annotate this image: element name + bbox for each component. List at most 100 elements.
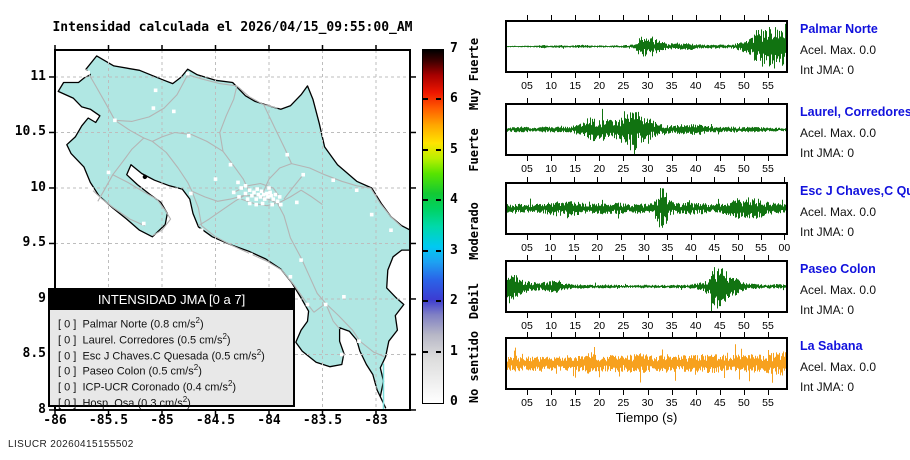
seismogram-tick <box>667 177 669 182</box>
seismogram-tick-label: 00 <box>778 242 791 254</box>
seismogram-tick <box>671 390 673 395</box>
seismogram-tick-label: 55 <box>762 163 774 175</box>
seismogram-tick <box>551 156 553 161</box>
station-accel-max: Acel. Max. 0.0 <box>800 205 877 219</box>
road-line <box>114 74 189 122</box>
seismogram-tick <box>623 98 625 103</box>
map-ytick-label: 9 <box>38 290 46 306</box>
seismogram-tick <box>671 15 673 20</box>
waveform-trace <box>507 267 786 311</box>
seismogram-tick <box>671 332 673 337</box>
station-dot <box>106 170 111 175</box>
station-int-jma: Int JMA: 0 <box>800 225 855 239</box>
colorbar-category-label: No sentido <box>467 330 481 403</box>
seismogram-tick-label: 55 <box>762 80 774 92</box>
road-line <box>370 187 403 228</box>
seismogram-box <box>505 103 788 156</box>
seismogram-tick <box>527 235 528 240</box>
station-dot <box>266 195 270 199</box>
seismogram-tick-label: 15 <box>567 242 580 254</box>
station-dot <box>277 195 282 199</box>
seismogram-tick <box>575 73 577 78</box>
station-name: Palmar Norte <box>800 22 878 36</box>
seismogram-tick <box>620 235 622 240</box>
station-dot <box>243 191 248 196</box>
seismogram-tick-label: 05 <box>521 320 533 332</box>
seismogram-tick <box>599 313 601 318</box>
seismogram-tick <box>527 177 528 182</box>
seismogram-tick <box>695 15 697 20</box>
seismogram-tick <box>551 255 553 260</box>
station-dot <box>301 172 305 177</box>
road-line <box>112 174 166 211</box>
colorbar-category-label: Fuerte <box>467 128 481 172</box>
station-dot <box>189 191 193 196</box>
seismogram-tick-label: 30 <box>638 242 650 254</box>
road-line <box>152 131 224 152</box>
colorbar-category-label: Muy Fuerte <box>467 38 481 111</box>
seismogram-tick <box>551 390 553 395</box>
seismogram-tick <box>695 73 697 78</box>
station-accel-max: Acel. Max. 0.0 <box>800 283 877 297</box>
seismogram-tick-label: 05 <box>521 80 533 92</box>
seismogram-tick-label: 15 <box>569 320 582 332</box>
seismogram-tick-label: 55 <box>755 242 767 254</box>
seismogram-tick <box>623 156 625 161</box>
seismogram-tick <box>647 15 649 20</box>
station-accel-max: Acel. Max. 0.0 <box>800 360 877 374</box>
seismogram-tick <box>575 156 577 161</box>
road-line <box>236 85 278 109</box>
waveform-trace <box>507 188 786 228</box>
legend-item: [ 0 ] Hosp. Osa (0.3 cm/s2) <box>58 395 191 410</box>
seismogram-tick <box>695 313 697 318</box>
station-dot <box>247 201 252 206</box>
seismogram-tick <box>575 255 577 260</box>
seismogram-tick <box>761 235 762 240</box>
costa-rica-landmass <box>57 55 410 409</box>
colorbar-tick <box>436 249 441 252</box>
seismogram-tick-label: 25 <box>617 80 630 92</box>
colorbar-tick <box>436 300 441 303</box>
map-ytick-label: 11 <box>30 68 46 84</box>
seismogram-tick-label: 05 <box>521 397 533 409</box>
station-dot <box>369 212 374 217</box>
seismogram-box <box>505 20 788 73</box>
station-dot <box>268 190 272 195</box>
colorbar-tick <box>436 350 441 353</box>
seismogram-tick-label: 25 <box>614 242 627 254</box>
seismogram-tick <box>784 177 786 182</box>
seismogram-tick <box>743 156 745 161</box>
road-line <box>187 74 237 87</box>
seismogram-tick <box>599 255 601 260</box>
seismogram-tick-label: 30 <box>641 397 654 409</box>
seismogram-tick <box>527 255 528 260</box>
station-dot <box>86 70 90 75</box>
seismogram-tick-label: 35 <box>665 80 678 92</box>
colorbar-tick <box>436 98 441 101</box>
seismogram-tick-label: 50 <box>738 397 750 409</box>
seismogram-tick <box>667 235 669 240</box>
time-axis-label: Tiempo (s) <box>615 410 678 425</box>
map-xtick-label: -83.5 <box>302 413 343 428</box>
seismogram-tick <box>599 98 601 103</box>
station-dot <box>285 152 289 157</box>
seismogram-tick-label: 40 <box>689 163 702 175</box>
seismogram-tick <box>714 235 716 240</box>
seismogram-tick <box>597 177 599 182</box>
seismogram-tick <box>644 235 645 240</box>
legend-item: [ 0 ] Esc J Chaves.C Quesada (0.5 cm/s2) <box>58 347 265 363</box>
station-dot <box>255 187 259 191</box>
seismogram-tick <box>743 313 745 318</box>
road-line <box>152 209 172 237</box>
seismogram-tick <box>599 73 601 78</box>
seismogram-tick-label: 20 <box>593 397 606 409</box>
seismogram-tick-label: 30 <box>641 80 654 92</box>
seismogram-tick <box>550 177 552 182</box>
station-dot <box>265 191 269 196</box>
seismogram-tick-label: 15 <box>569 80 582 92</box>
seismogram-tick <box>575 390 577 395</box>
watermark-timestamp: LISUCR 20260415155502 <box>8 439 134 450</box>
seismogram-tick <box>647 390 649 395</box>
road-line <box>97 137 145 202</box>
map-xtick-label: -84.5 <box>195 413 236 428</box>
